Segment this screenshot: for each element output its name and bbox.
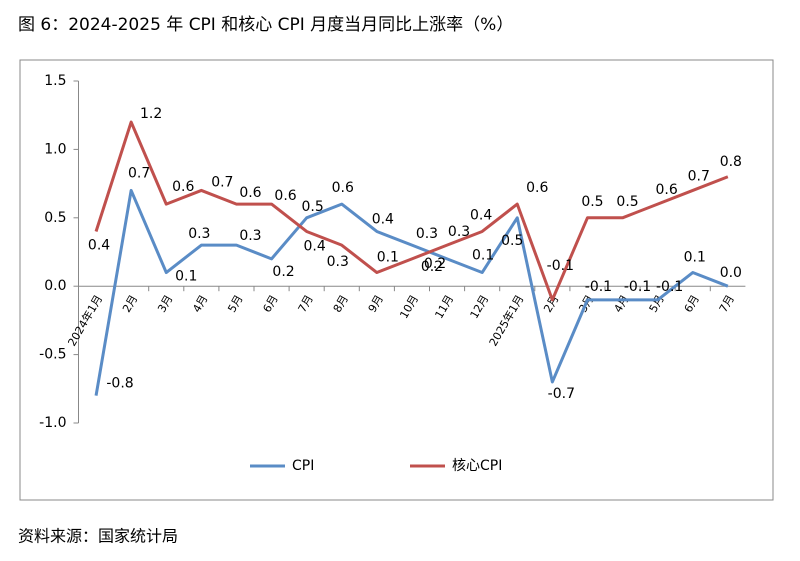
data-label: 0.6	[274, 188, 296, 204]
data-label: 0.2	[272, 264, 294, 280]
x-tick-label: 9月	[366, 293, 386, 315]
data-label: 0.6	[332, 180, 354, 196]
data-label: 0.2	[424, 256, 446, 272]
x-tick-label: 6月	[260, 293, 280, 315]
data-label: -0.1	[585, 279, 612, 295]
data-label: -0.1	[624, 279, 651, 295]
y-tick-label: 0.5	[44, 210, 66, 226]
x-tick-label: 2月	[120, 293, 140, 315]
x-tick-label: 7月	[296, 293, 316, 315]
data-label: 0.3	[327, 254, 349, 270]
data-label: 0.5	[501, 233, 523, 249]
y-tick-label: 1.5	[44, 73, 66, 89]
data-label: 0.1	[377, 250, 399, 266]
data-label: 0.1	[175, 269, 197, 285]
data-label: -0.7	[548, 386, 575, 402]
x-tick-label: 10月	[397, 293, 421, 321]
data-label: 0.1	[684, 250, 706, 266]
legend-label: 核心CPI	[452, 458, 502, 474]
data-label: 0.5	[581, 194, 603, 210]
x-tick-label: 2024年1月	[65, 292, 106, 348]
y-tick-label: 0.0	[44, 278, 66, 294]
data-label: 0.3	[448, 224, 470, 240]
data-label: 0.2	[421, 259, 443, 275]
data-label: 0.5	[616, 194, 638, 210]
data-label: 0.1	[472, 248, 494, 264]
series-line	[94, 188, 729, 396]
data-label: 0.8	[720, 154, 742, 170]
data-label: 0.7	[688, 168, 710, 184]
x-tick-label: 4月	[611, 293, 631, 315]
x-tick-label: 3月	[155, 293, 175, 315]
y-tick-label: 1.0	[44, 141, 66, 157]
x-tick-label: 6月	[682, 293, 702, 315]
data-label: 0.5	[302, 199, 324, 215]
data-label: 0.4	[304, 238, 326, 254]
data-label: 0.6	[239, 185, 261, 201]
legend-label: CPI	[292, 458, 314, 474]
data-label: 0.0	[720, 265, 742, 281]
data-label: 0.3	[239, 228, 261, 244]
data-label: 0.7	[128, 165, 150, 181]
x-tick-label: 7月	[717, 293, 737, 315]
source-note: 资料来源：国家统计局	[18, 527, 178, 546]
x-tick-label: 8月	[331, 293, 351, 315]
data-label: 0.6	[526, 180, 548, 196]
data-label: -0.1	[547, 258, 574, 274]
chart-title: 图 6：2024-2025 年 CPI 和核心 CPI 月度当月同比上涨率（%）	[18, 15, 513, 35]
data-label: 0.3	[416, 226, 438, 242]
x-tick-label: 12月	[468, 293, 492, 321]
data-label: 0.7	[211, 174, 233, 190]
series-line	[94, 120, 729, 302]
data-label: 0.4	[470, 207, 492, 223]
data-label: 0.6	[172, 179, 194, 195]
data-label: 0.6	[656, 182, 678, 198]
data-label: 0.4	[88, 237, 110, 253]
y-tick-label: -0.5	[39, 347, 66, 363]
data-label: 0.3	[188, 226, 210, 242]
chart-frame	[19, 59, 774, 501]
data-label: 0.4	[372, 211, 394, 227]
x-tick-label: 2025年1月	[486, 292, 527, 348]
data-label: -0.1	[656, 279, 683, 295]
y-tick-label: -1.0	[39, 415, 66, 431]
x-tick-label: 4月	[190, 293, 210, 315]
data-label: -0.8	[106, 376, 133, 392]
data-label: 1.2	[140, 106, 162, 122]
x-tick-label: 11月	[432, 293, 456, 321]
x-tick-label: 5月	[225, 293, 245, 315]
